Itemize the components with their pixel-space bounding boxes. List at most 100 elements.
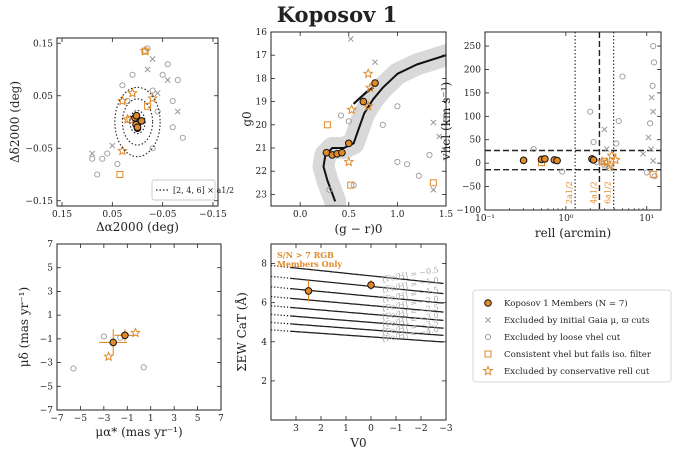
y-axis-label: g0 xyxy=(240,111,254,126)
loose-vhel-point xyxy=(559,168,566,175)
legend-box xyxy=(472,289,672,383)
x-tick-label: 2 xyxy=(318,424,324,434)
feh-curve-extrapolated xyxy=(271,329,292,332)
loose-vhel-point xyxy=(99,155,106,162)
isochrone-line xyxy=(322,54,446,202)
feh-curve xyxy=(290,277,444,295)
loose-vhel-point xyxy=(149,145,156,152)
x-tick-label: 10¹ xyxy=(639,214,654,224)
gaia-cut-point xyxy=(430,186,437,193)
loose-vhel-point xyxy=(94,171,101,178)
y-tick-label: 100 xyxy=(464,112,481,122)
loose-vhel-point xyxy=(619,73,626,80)
velocity-panel: 2a1/2 4a1/2 6a1/2 10⁻¹ 10⁰ 10¹ −100 −50 0 50 100 15… xyxy=(439,31,662,240)
loose-vhel-point xyxy=(70,365,77,372)
y-tick-label: 0 xyxy=(475,159,481,169)
x-tick-label: 1.0 xyxy=(390,210,405,220)
gaia-cut-point xyxy=(648,94,655,101)
x-tick-label: 5 xyxy=(195,414,201,424)
x-tick-label: 10⁰ xyxy=(558,214,573,224)
y-tick-label: 7 xyxy=(47,240,53,250)
legend-label: Consistent vhel but fails iso. filter xyxy=(504,350,652,360)
x-tick-label: 10⁻¹ xyxy=(475,214,495,224)
y-tick-label: −7 xyxy=(40,406,54,416)
y-tick-label: 16 xyxy=(256,28,268,38)
legend-marker-circle xyxy=(484,333,492,341)
legend-label: Koposov 1 Members (N = 7) xyxy=(504,298,628,309)
loose-vhel-point xyxy=(415,172,422,179)
plot-area: 2a1/2 4a1/2 6a1/2 xyxy=(485,32,661,210)
iso-filter-point xyxy=(323,121,331,129)
x-tick-label: 0.05 xyxy=(102,210,122,220)
x-tick-label: −2 xyxy=(414,424,427,434)
loose-vhel-point xyxy=(174,76,181,84)
member-point xyxy=(371,79,379,87)
x-tick-label: −1 xyxy=(389,424,402,434)
gaia-cut-point xyxy=(149,56,156,62)
loose-vhel-point xyxy=(643,169,650,176)
axes-frame xyxy=(270,243,447,421)
x-tick-label: 0 xyxy=(368,424,374,434)
loose-vhel-point xyxy=(159,71,166,78)
feh-curve-extrapolated xyxy=(271,295,292,300)
y-axis-label: Δδ2000 (deg) xyxy=(8,81,22,163)
conservative-r-point xyxy=(130,327,141,338)
gaia-cut-point xyxy=(430,119,437,126)
half-light-ellipse xyxy=(114,86,161,158)
x-axis-label: μα* (mas yr⁻¹) xyxy=(95,425,182,439)
loose-vhel-point xyxy=(326,186,333,193)
plot-area: [Fe/H] = −0.5[Fe/H] = −1.0[Fe/H] = −1.5[… xyxy=(271,264,444,344)
iso-filter-point xyxy=(116,171,124,178)
gaia-cut-point xyxy=(372,59,378,66)
radius-line-label: 6a1/2 xyxy=(604,181,613,204)
axes-frame xyxy=(56,243,222,411)
x-tick-label: −7 xyxy=(50,414,64,424)
panel-note: S/N > 7 RGB xyxy=(277,250,334,260)
legend: Koposov 1 Members (N = 7) Excluded by ini… xyxy=(472,289,672,383)
y-tick-label: 5 xyxy=(47,264,53,274)
loose-vhel-point xyxy=(647,120,654,127)
isochrone-band xyxy=(312,44,446,206)
loose-vhel-point xyxy=(140,364,147,371)
member-point xyxy=(132,111,141,120)
loose-vhel-point xyxy=(164,61,171,68)
conservative-r-point xyxy=(116,145,128,156)
feh-curve xyxy=(290,315,444,329)
loose-vhel-point xyxy=(615,117,622,125)
axes-frame xyxy=(270,31,447,207)
iso-filter-point xyxy=(144,102,152,110)
loose-vhel-point xyxy=(104,150,111,157)
proper-motion-panel: −7 −5 −3 −1 1 3 5 7 −7 −5 −3 −1 1 3 5 7 μα* (mas yr⁻¹) μδ… xyxy=(17,240,224,439)
axes-frame xyxy=(484,31,662,211)
y-tick-label: 0.15 xyxy=(33,39,53,49)
loose-vhel-point xyxy=(89,155,96,162)
legend-marker-star xyxy=(482,365,494,376)
conservative-r-point xyxy=(610,154,621,165)
iso-filter-point xyxy=(429,179,437,187)
member-point xyxy=(121,331,129,340)
gaia-cut-point xyxy=(601,126,608,133)
conservative-r-point xyxy=(606,149,618,161)
y-tick-label: 4 xyxy=(261,338,267,348)
gaia-cut-point xyxy=(164,77,171,83)
feh-curve xyxy=(290,288,444,304)
axes-frame xyxy=(56,37,219,207)
y-tick-label: −0.05 xyxy=(25,144,53,154)
gaia-cut-point xyxy=(648,146,655,153)
panel-note: Members Only xyxy=(277,259,342,269)
x-tick-label: 1 xyxy=(148,414,154,424)
y-tick-label: 0.05 xyxy=(33,92,53,102)
gaia-cut-point xyxy=(650,157,657,164)
figure-title: Koposov 1 xyxy=(277,2,397,27)
loose-vhel-point xyxy=(650,59,658,66)
loose-vhel-point xyxy=(337,112,345,119)
loose-vhel-point xyxy=(119,82,126,89)
iso-filter-point xyxy=(649,170,657,178)
gaia-cut-point xyxy=(436,133,443,140)
y-tick-label: 6 xyxy=(261,299,267,309)
loose-vhel-point xyxy=(649,82,656,89)
loose-vhel-point xyxy=(613,140,620,147)
loose-vhel-point xyxy=(587,108,594,115)
feh-curve-extrapolated xyxy=(271,313,292,317)
feh-curve-extrapolated xyxy=(271,264,292,269)
